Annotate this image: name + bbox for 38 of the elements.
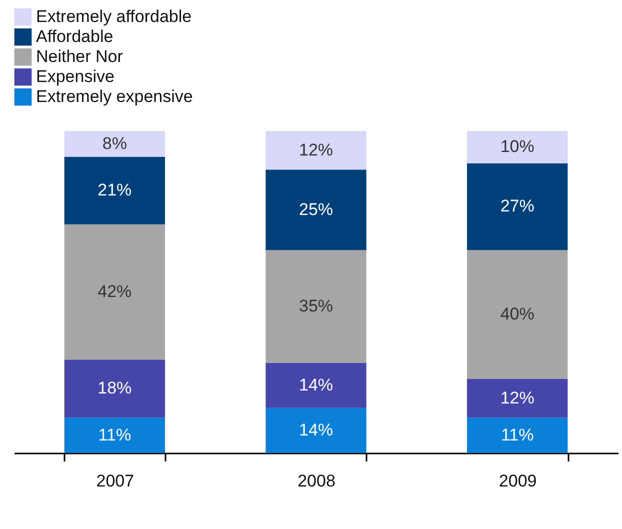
data-label: 10%: [500, 137, 534, 156]
x-tick-label: 2007: [96, 472, 134, 490]
bar: [266, 250, 366, 363]
data-label: 42%: [98, 282, 132, 301]
bar: [64, 360, 165, 418]
data-label: 14%: [298, 375, 334, 394]
data-label: 12%: [298, 140, 334, 160]
bar: [64, 156, 165, 224]
bar: [64, 131, 165, 157]
bar: [467, 131, 568, 164]
bar: [467, 163, 568, 250]
data-label: 12%: [500, 388, 534, 408]
legend-label: Extremely expensive: [36, 87, 193, 106]
bar: [64, 418, 165, 453]
legend-label: Neither Nor: [36, 47, 124, 66]
data-label: 11%: [500, 425, 534, 444]
data-label: 40%: [500, 304, 534, 324]
legend-label: Extremely affordable: [36, 7, 192, 26]
bar: [467, 250, 568, 379]
data-label: 18%: [98, 378, 132, 398]
x-tick-label: 2009: [498, 472, 537, 490]
legend-label: Expensive: [36, 67, 114, 86]
bar: [266, 131, 366, 170]
bar: [266, 362, 366, 408]
bar: [266, 170, 366, 250]
bar: [64, 224, 165, 360]
bar: [266, 408, 366, 453]
data-label: 11%: [98, 425, 132, 444]
legend-label: Affordable: [36, 27, 114, 46]
x-tick-label: 2008: [298, 472, 336, 490]
data-label: 8%: [102, 134, 127, 153]
data-label: 14%: [298, 420, 334, 440]
data-label: 21%: [98, 180, 132, 200]
bar: [467, 418, 568, 453]
data-label: 27%: [500, 196, 534, 216]
data-label: 35%: [298, 296, 334, 316]
bar: [467, 378, 568, 418]
data-label: 25%: [298, 200, 334, 219]
